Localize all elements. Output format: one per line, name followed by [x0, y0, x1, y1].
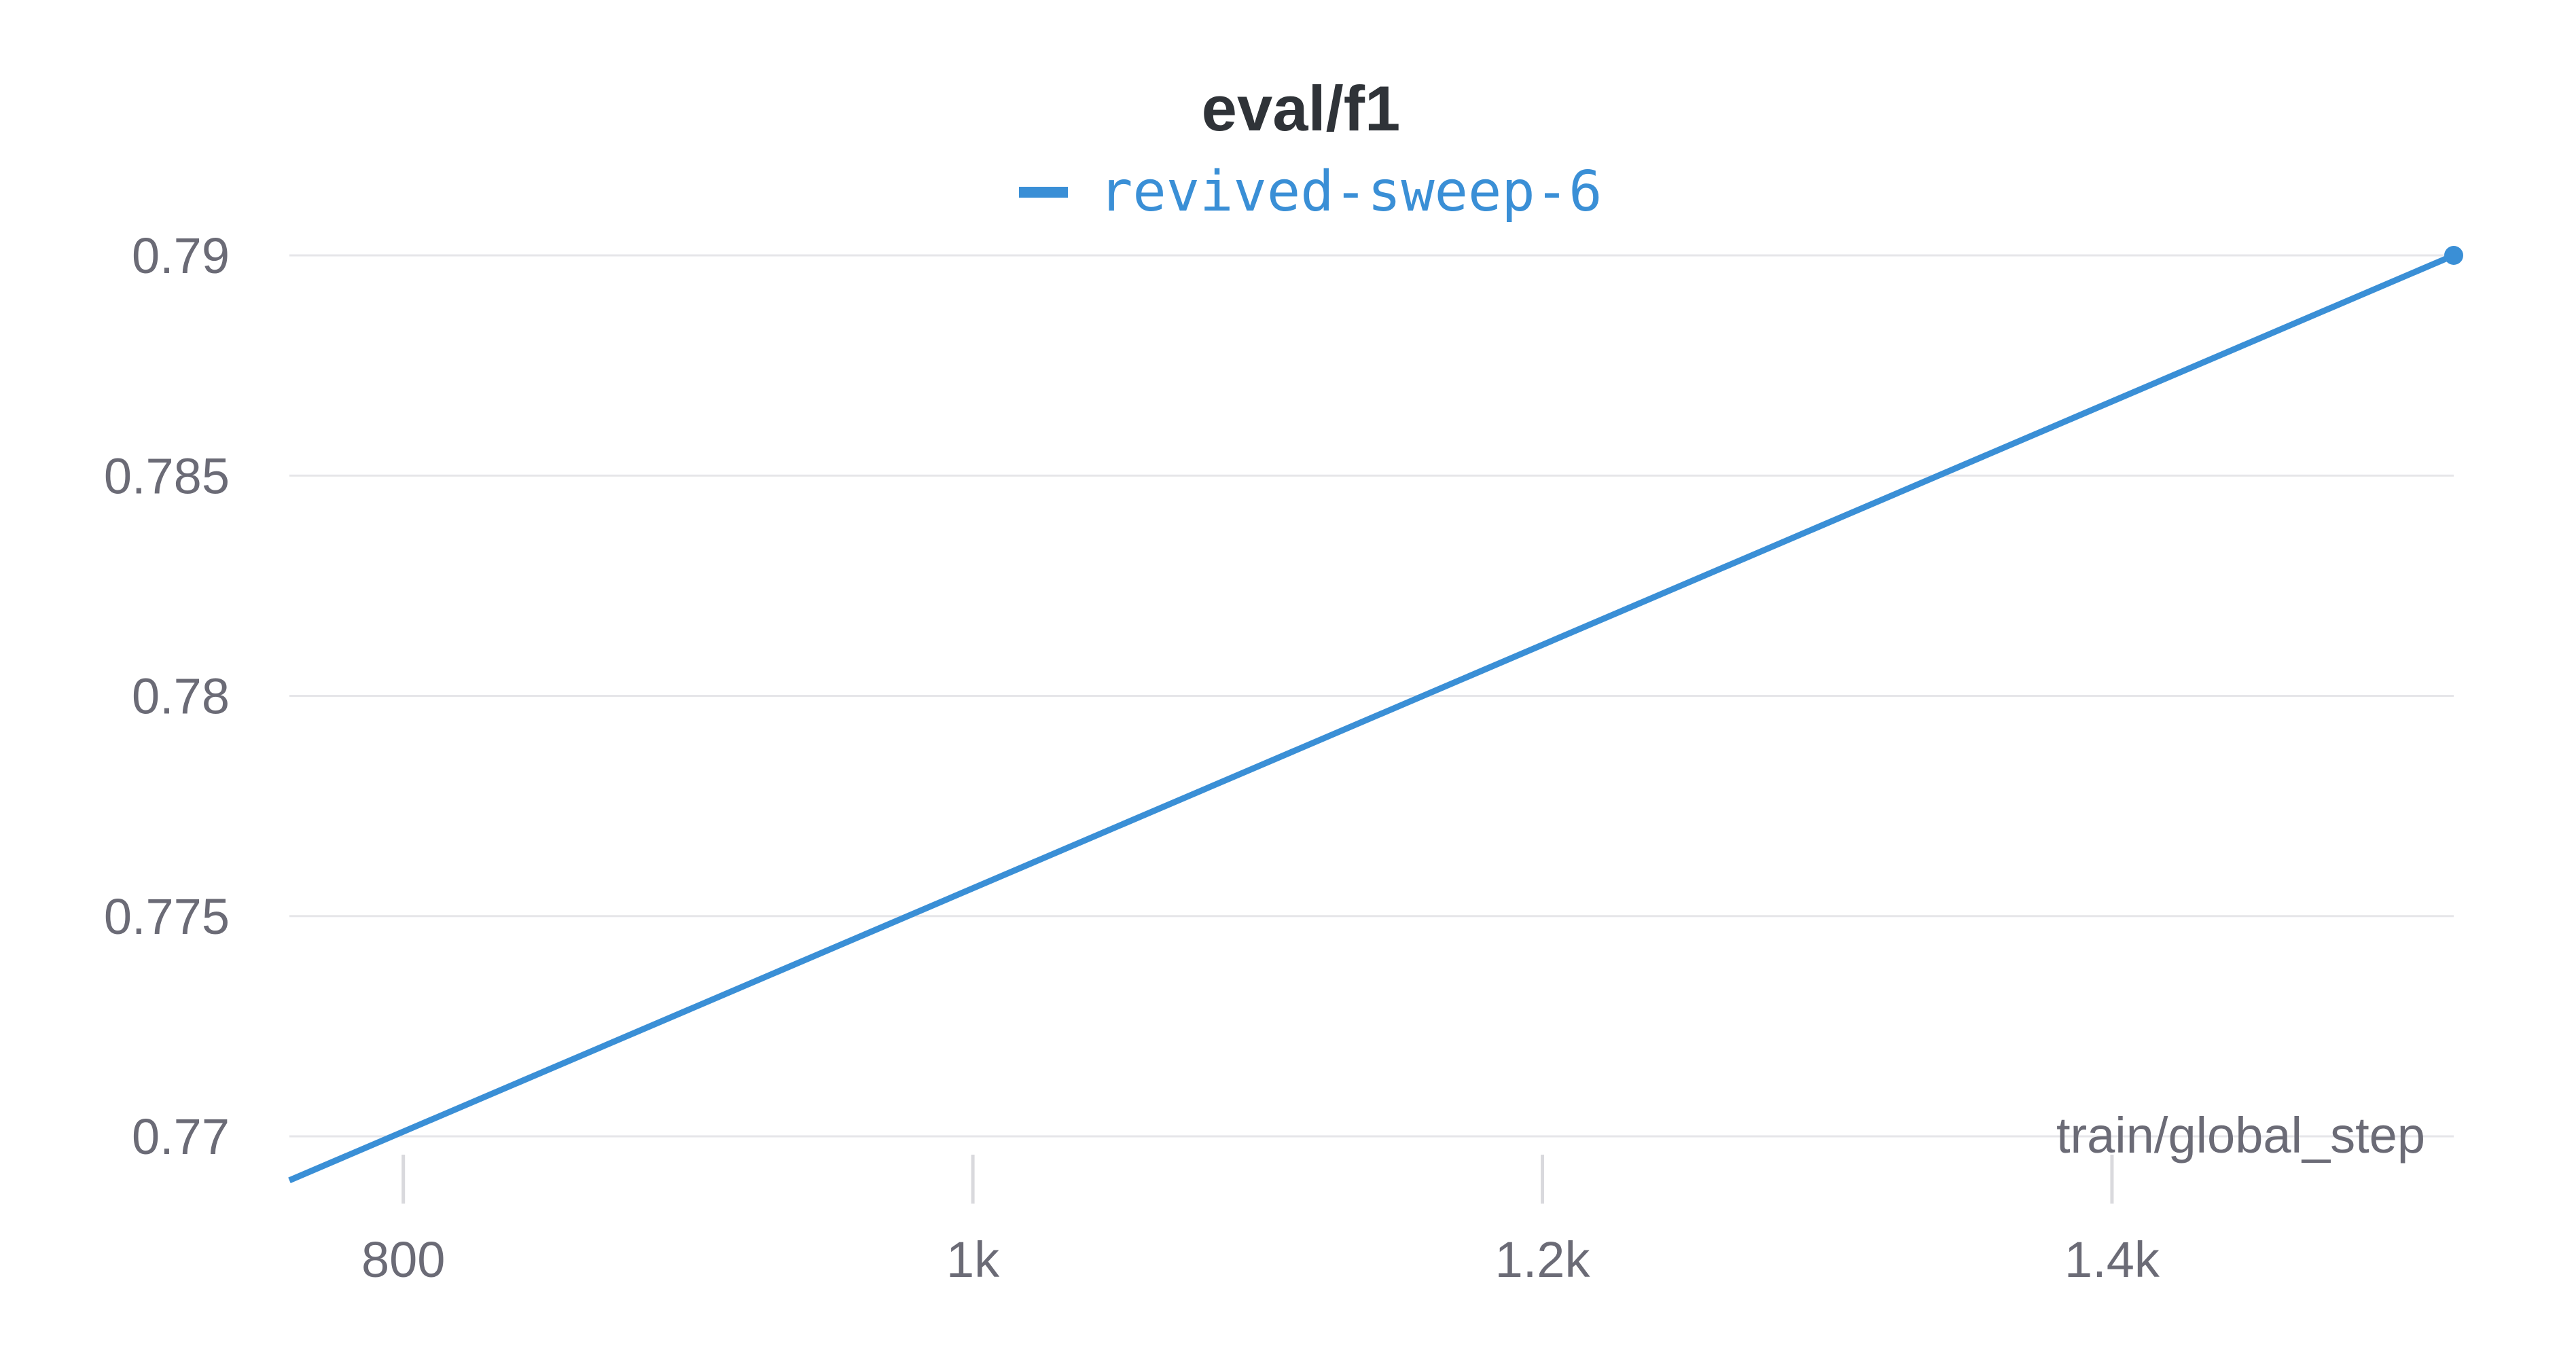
x-tick-label: 1k — [946, 1231, 1000, 1288]
y-tick-label: 0.79 — [132, 228, 230, 284]
chart-title: eval/f1 — [1202, 73, 1401, 144]
series-layer — [288, 246, 2463, 1183]
x-tick-label: 800 — [361, 1231, 445, 1288]
y-tick-label: 0.785 — [104, 448, 230, 504]
y-axis-ticks: 0.77 0.775 0.78 0.785 0.79 — [104, 228, 230, 1165]
legend: revived-sweep-6 — [1019, 160, 1603, 224]
x-axis-title: train/global_step — [2056, 1107, 2425, 1163]
x-tick-label: 1.4k — [2064, 1231, 2160, 1288]
series-endpoint — [2444, 246, 2463, 265]
x-tick-label: 1.2k — [1495, 1231, 1591, 1288]
series-line — [288, 252, 2455, 1183]
y-tick-label: 0.775 — [104, 888, 230, 945]
y-tick-label: 0.77 — [132, 1108, 230, 1165]
legend-label: revived-sweep-6 — [1099, 160, 1603, 224]
y-gridlines — [289, 254, 2454, 1138]
x-axis-ticks: 800 1k 1.2k 1.4k — [361, 1155, 2160, 1288]
y-tick-label: 0.78 — [132, 668, 230, 725]
